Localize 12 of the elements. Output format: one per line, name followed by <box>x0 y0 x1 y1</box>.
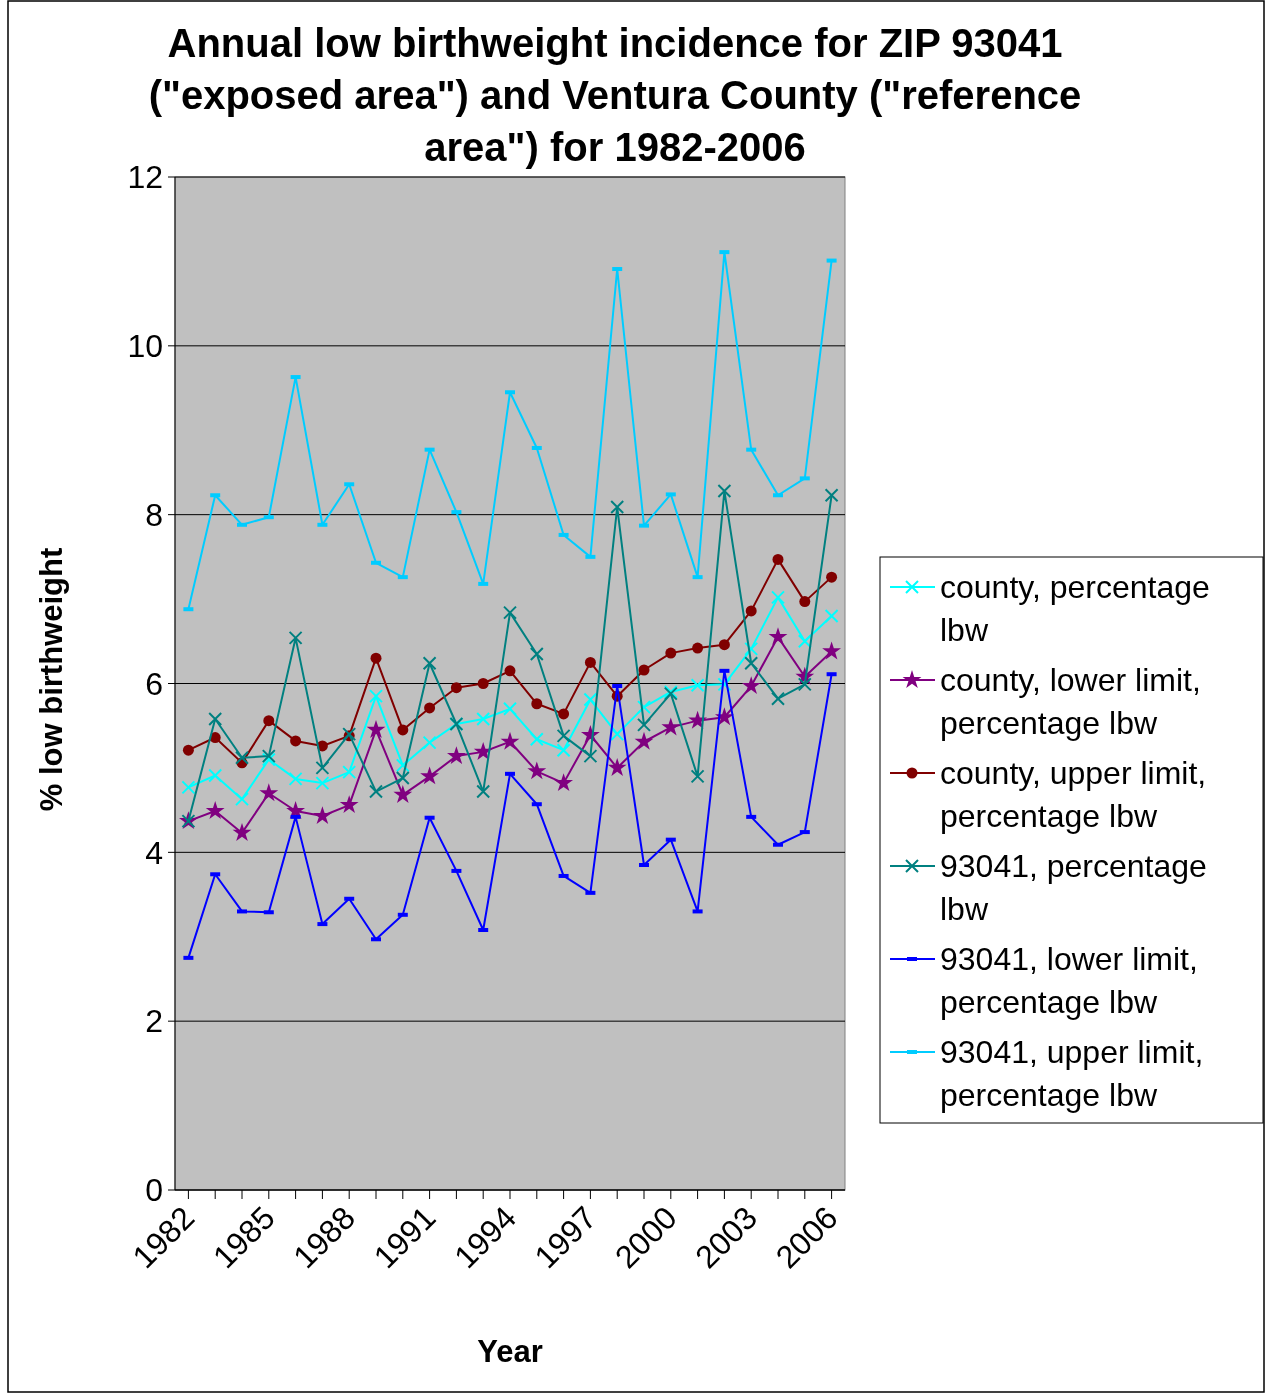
y-tick-label: 10 <box>127 328 163 365</box>
y-tick-label: 4 <box>145 834 163 871</box>
legend-label: 93041, upper limit, percentage lbw <box>940 1034 1204 1114</box>
y-tick-label: 6 <box>145 665 163 702</box>
y-tick-label: 0 <box>145 1172 163 1209</box>
y-axis-title: % low birthweight <box>34 547 69 812</box>
legend-label: 93041, percentage lbw <box>940 848 1207 928</box>
x-axis-title: Year <box>477 1334 543 1369</box>
y-tick-label: 8 <box>145 496 163 533</box>
y-tick-label: 2 <box>145 1003 163 1040</box>
legend-label: 93041, lower limit, percentage lbw <box>940 941 1198 1021</box>
legend-label: county, upper limit, percentage lbw <box>940 755 1207 835</box>
